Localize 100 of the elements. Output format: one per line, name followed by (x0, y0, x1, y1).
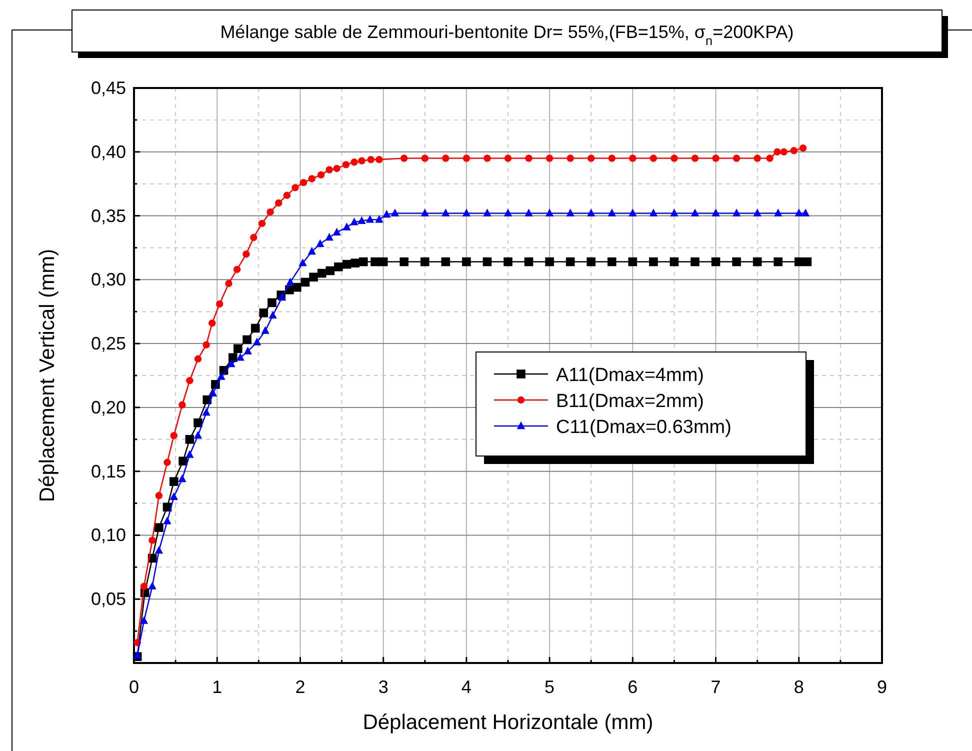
point (140, 582, 148, 590)
point (244, 346, 252, 354)
point (690, 208, 700, 216)
point (650, 154, 658, 162)
point (292, 282, 302, 292)
x-tick-label: 7 (710, 677, 721, 697)
point (608, 154, 616, 162)
point (170, 492, 178, 500)
point (766, 154, 774, 162)
point (286, 278, 294, 286)
point (670, 257, 679, 266)
point (649, 208, 658, 216)
point (300, 278, 310, 287)
point (441, 257, 450, 266)
point (390, 208, 400, 216)
point (774, 208, 782, 216)
point (342, 222, 351, 230)
point (366, 215, 374, 223)
point (178, 474, 186, 482)
point (154, 523, 164, 532)
point (754, 154, 761, 162)
point (546, 154, 554, 162)
point (586, 257, 596, 266)
point (483, 208, 492, 216)
y-tick-label: 0,15 (90, 461, 126, 482)
x-tick-label: 5 (544, 677, 555, 697)
point (732, 154, 740, 162)
point (194, 418, 202, 428)
point (217, 372, 226, 380)
point (326, 166, 333, 174)
point (670, 208, 678, 216)
x-tick-label: 8 (794, 677, 804, 697)
point (350, 218, 358, 226)
point (752, 257, 762, 266)
point (178, 456, 188, 466)
y-tick-label: 0,45 (90, 78, 126, 98)
x-tick-label: 6 (628, 677, 638, 697)
point (259, 308, 268, 318)
point (566, 257, 575, 266)
y-tick-label: 0,20 (90, 397, 126, 418)
point (794, 208, 803, 216)
y-tick-label: 0,05 (90, 589, 126, 610)
point (484, 154, 491, 162)
point (350, 158, 358, 166)
point (588, 154, 595, 162)
point (801, 208, 810, 216)
point (462, 208, 471, 216)
point (587, 208, 596, 216)
x-tick-label: 4 (461, 677, 472, 697)
x-tick-label: 0 (128, 677, 140, 697)
y-tick-label: 0,30 (90, 270, 126, 290)
point (308, 246, 316, 255)
point (370, 257, 380, 266)
point (242, 335, 252, 344)
point (367, 156, 374, 164)
point (378, 257, 388, 266)
point (208, 320, 216, 327)
y-tick-label: 0,35 (90, 206, 126, 226)
point (332, 228, 341, 236)
point (225, 280, 232, 288)
point (670, 154, 678, 162)
point (155, 492, 163, 500)
point (608, 208, 616, 216)
point (202, 408, 210, 416)
point (545, 257, 554, 266)
x-tick-label: 1 (212, 677, 222, 697)
point (148, 582, 156, 590)
point (732, 208, 741, 216)
point (790, 147, 798, 154)
legend-label: C11(Dmax=0.63mm) (556, 417, 732, 438)
point (216, 300, 224, 308)
point (442, 154, 450, 162)
point (375, 215, 384, 223)
point (283, 192, 291, 199)
point (566, 154, 574, 162)
point (628, 257, 638, 266)
point (208, 388, 218, 396)
point (421, 154, 428, 162)
point (753, 208, 762, 216)
x-tick-label: 3 (378, 677, 388, 697)
point (185, 434, 194, 444)
point (250, 324, 260, 333)
point (261, 326, 270, 334)
y-axis-title: Déplacement Vertical (mm) (36, 248, 59, 502)
point (799, 144, 807, 152)
point (628, 208, 637, 216)
point (333, 164, 340, 172)
point (629, 154, 636, 162)
y-tick-label: 0,25 (90, 334, 126, 354)
point (194, 355, 202, 362)
point (133, 650, 142, 658)
point (266, 208, 274, 216)
point (607, 257, 616, 266)
point (316, 239, 324, 247)
point (275, 199, 282, 207)
point (186, 377, 194, 384)
point (691, 154, 699, 162)
point (382, 210, 391, 218)
point (163, 516, 172, 524)
point (525, 154, 532, 162)
